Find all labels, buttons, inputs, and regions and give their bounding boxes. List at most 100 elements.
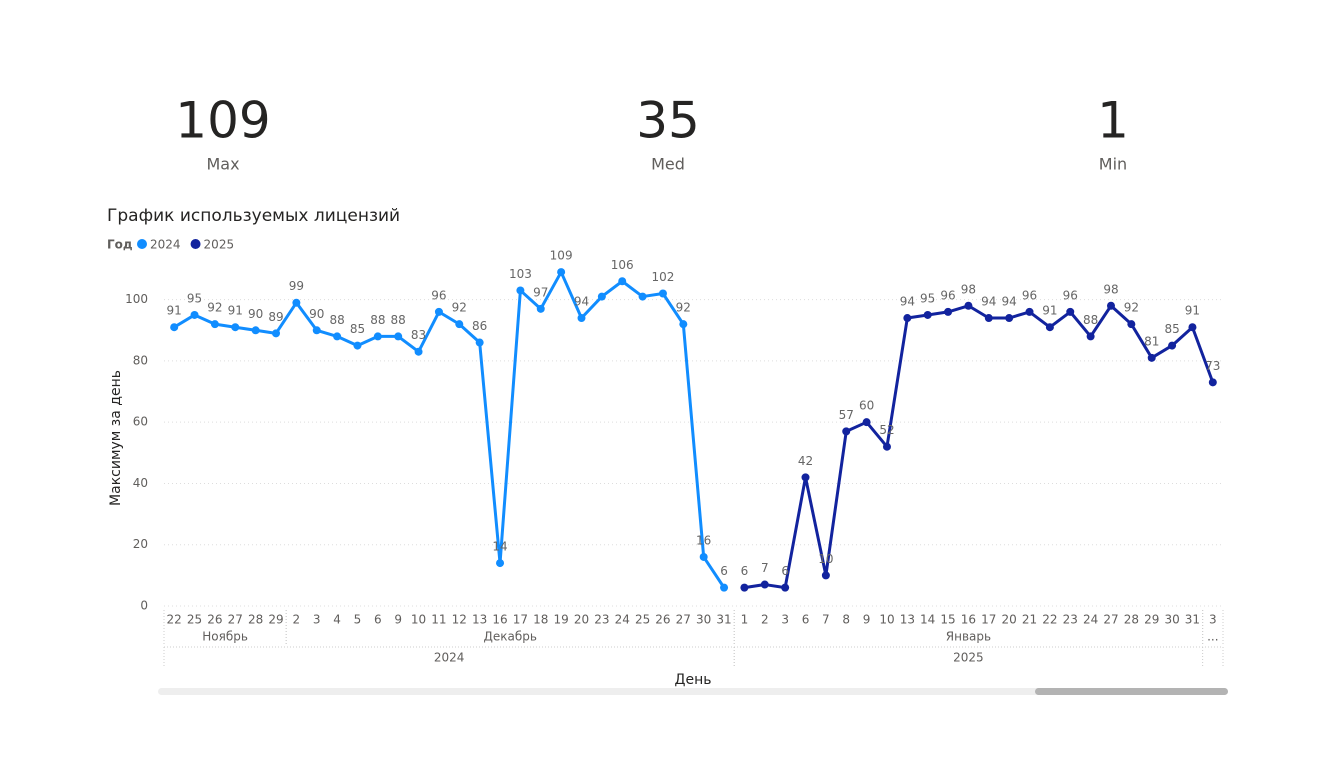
x-tick-label: 20 (1002, 613, 1017, 627)
data-label: 14 (492, 540, 507, 554)
x-tick-label: 28 (248, 613, 263, 627)
scrollbar[interactable] (158, 688, 1228, 695)
data-label: 90 (248, 307, 263, 321)
data-label: 6 (741, 564, 749, 578)
x-axis-label: День (675, 672, 712, 688)
legend-label: 2025 (204, 238, 235, 252)
x-tick-label: 19 (553, 613, 568, 627)
data-label: 98 (1103, 282, 1118, 296)
data-point (821, 571, 830, 580)
data-point (1208, 378, 1217, 387)
legend-label: 2024 (150, 238, 181, 252)
data-point (272, 329, 281, 338)
data-point (944, 307, 953, 316)
data-point (394, 332, 403, 341)
data-point (781, 583, 790, 592)
data-label: 91 (1185, 304, 1200, 318)
data-point (373, 332, 382, 341)
x-tick-label: 22 (1042, 613, 1057, 627)
x-tick-label: 3 (781, 613, 789, 627)
data-label: 52 (879, 423, 894, 437)
data-point (170, 323, 179, 332)
x-tick-label: 29 (268, 613, 283, 627)
legend-marker (190, 239, 201, 249)
x-tick-label: 10 (411, 613, 426, 627)
data-point (1066, 307, 1075, 316)
data-point (475, 338, 484, 347)
data-label: 94 (574, 295, 589, 309)
data-point (1005, 314, 1014, 323)
x-tick-label: 6 (802, 613, 810, 627)
data-point (618, 277, 627, 286)
data-label: 60 (859, 399, 874, 413)
chart-title: График используемых лицензий (107, 206, 400, 226)
data-point (455, 320, 464, 329)
data-point (1045, 323, 1054, 332)
data-point (1127, 320, 1136, 329)
data-label: 96 (431, 288, 446, 302)
x-tick-label: 17 (513, 613, 528, 627)
x-tick-label: 10 (879, 613, 894, 627)
data-label: 88 (329, 313, 344, 327)
data-label: 83 (411, 328, 426, 342)
x-tick-label: 4 (333, 613, 341, 627)
x-tick-label: 11 (431, 613, 446, 627)
x-tick-label: 13 (900, 613, 915, 627)
data-point (536, 304, 545, 313)
data-point (1188, 323, 1197, 332)
x-tick-label: 9 (863, 613, 871, 627)
data-label: 91 (1042, 304, 1057, 318)
data-point (434, 307, 443, 316)
x-tick-label: 27 (228, 613, 243, 627)
data-label: 73 (1205, 359, 1220, 373)
data-label: 88 (1083, 313, 1098, 327)
data-point (923, 310, 932, 319)
y-tick-label: 100 (125, 292, 148, 306)
card-value: 35 (636, 92, 700, 150)
data-label: 10 (818, 552, 833, 566)
data-label: 16 (696, 533, 711, 547)
series-line (744, 304, 1215, 590)
card-label: Max (206, 155, 239, 174)
x-tick-label: 27 (1103, 613, 1118, 627)
data-label: 88 (370, 313, 385, 327)
x-tick-label: 22 (167, 613, 182, 627)
data-label: 6 (720, 564, 728, 578)
data-label: 109 (550, 249, 573, 263)
data-point (720, 583, 729, 592)
scrollbar-thumb[interactable] (1035, 688, 1228, 695)
data-point (333, 332, 342, 341)
data-label: 98 (961, 282, 976, 296)
data-point (638, 292, 647, 301)
data-label: 85 (350, 322, 365, 336)
x-tick-label: 30 (1164, 613, 1179, 627)
data-label: 92 (207, 301, 222, 315)
x-tick-label: 7 (822, 613, 830, 627)
data-label: 91 (228, 304, 243, 318)
data-label: 42 (798, 454, 813, 468)
data-point (1168, 341, 1177, 350)
y-axis-label: Максимум за день (108, 370, 124, 506)
x-tick-label: 15 (940, 613, 955, 627)
legend-marker (137, 239, 147, 249)
data-label: 92 (452, 301, 467, 315)
data-point (577, 314, 586, 323)
year-label: 2024 (434, 651, 465, 665)
x-tick-label: 30 (696, 613, 711, 627)
data-label: 106 (611, 258, 634, 272)
data-label: 94 (900, 295, 915, 309)
data-point (740, 583, 749, 592)
data-label: 57 (839, 408, 854, 422)
data-point (1147, 353, 1156, 362)
data-label: 92 (1124, 301, 1139, 315)
y-tick-label: 60 (133, 415, 148, 429)
data-point (251, 326, 260, 335)
data-label: 97 (533, 285, 548, 299)
data-point (231, 323, 240, 332)
card-label: Min (1099, 155, 1127, 174)
x-tick-label: 31 (1185, 613, 1200, 627)
y-tick-label: 0 (140, 599, 148, 613)
data-point (882, 442, 891, 451)
y-tick-label: 40 (133, 476, 148, 490)
